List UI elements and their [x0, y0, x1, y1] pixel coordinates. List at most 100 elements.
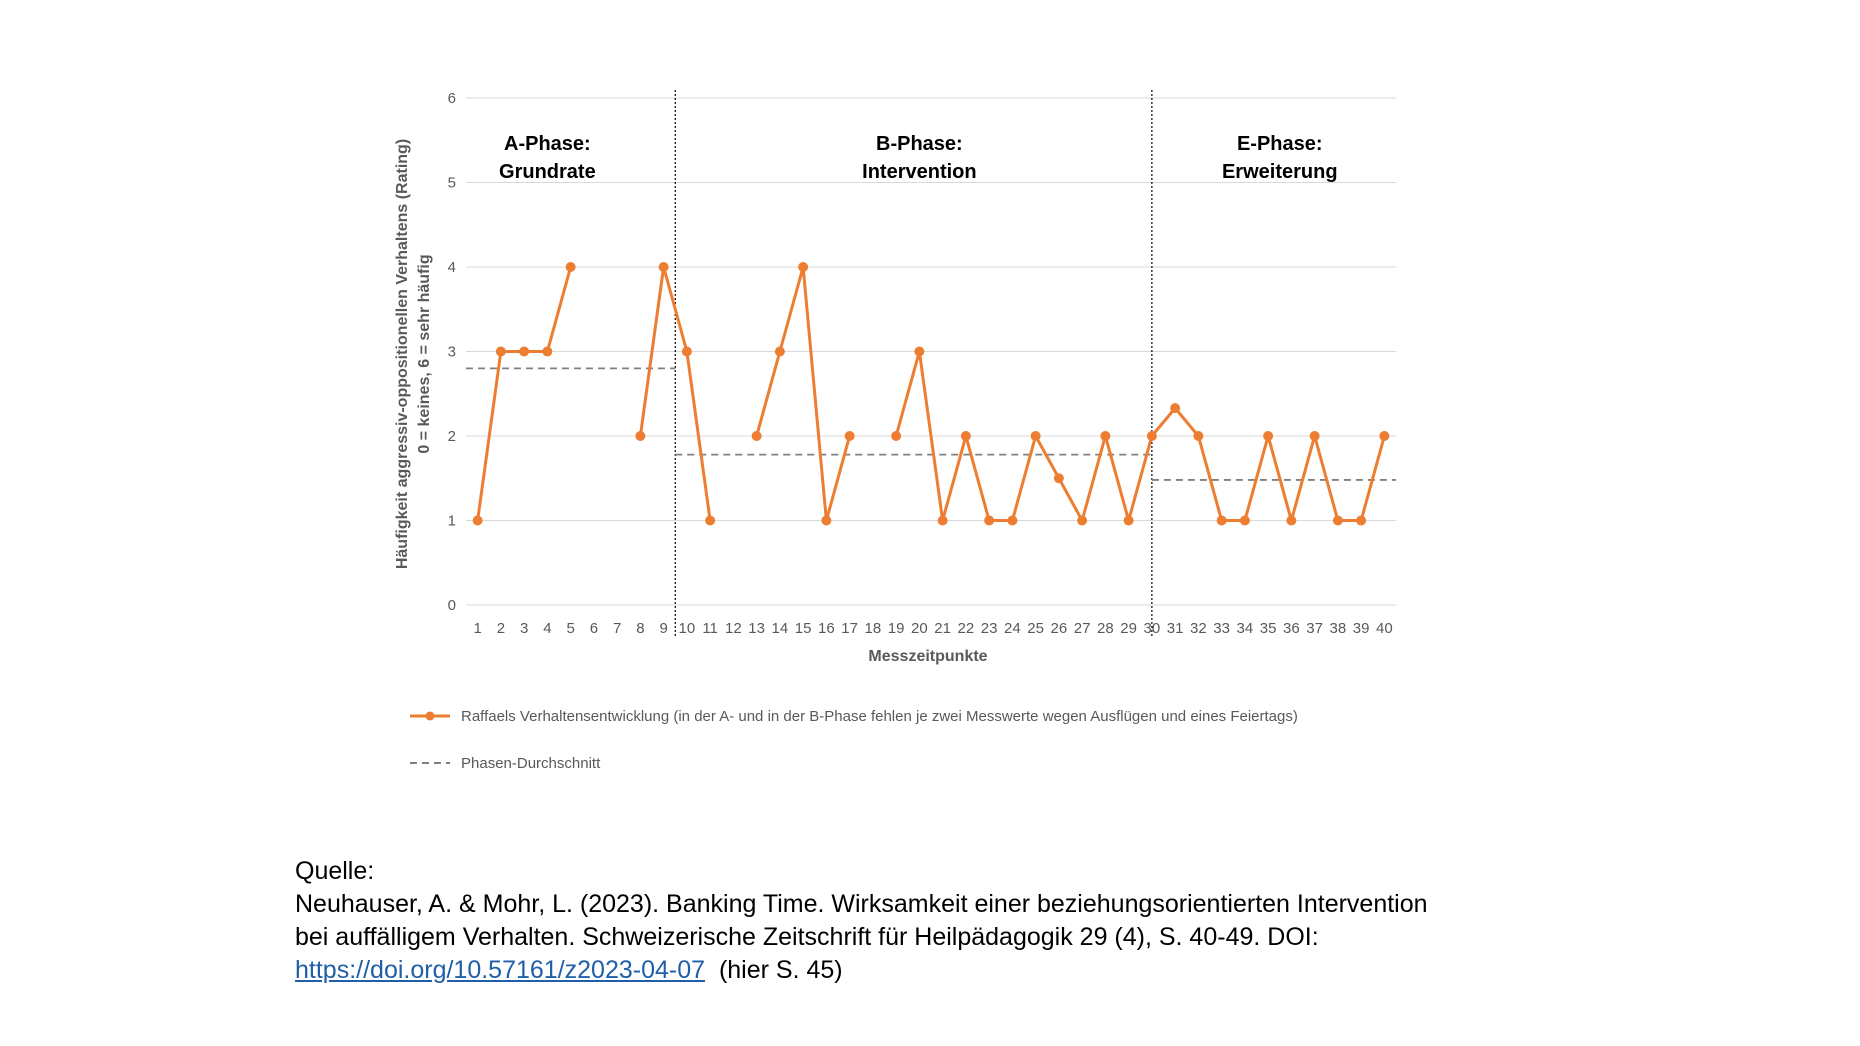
x-tick-label-35: 35	[1260, 620, 1277, 637]
data-point-10	[681, 346, 692, 357]
y-tick-label-0: 0	[448, 597, 456, 614]
series-line-segment-3	[755, 265, 852, 522]
x-tick-label-37: 37	[1306, 620, 1323, 637]
doi-link[interactable]: https://doi.org/10.57161/z2023-04-07	[295, 956, 706, 984]
data-point-21	[937, 515, 948, 526]
legend-label-series: Raffaels Verhaltensentwicklung (in der A…	[461, 708, 1298, 725]
series-line-segment-4	[894, 350, 1386, 522]
x-tick-label-8: 8	[636, 620, 644, 637]
data-point-29	[1123, 515, 1134, 526]
data-point-26	[1053, 473, 1064, 484]
data-point-25	[1030, 431, 1041, 441]
x-tick-label-31: 31	[1167, 620, 1184, 637]
x-tick-label-21: 21	[934, 620, 951, 637]
data-point-38	[1332, 515, 1343, 526]
phase-subtitle-3: Erweiterung	[1222, 161, 1338, 183]
y-tick-label-4: 4	[448, 259, 456, 276]
page-note: (hier S. 45)	[718, 956, 843, 984]
data-point-5	[565, 262, 576, 272]
x-tick-label-13: 13	[748, 620, 765, 637]
data-point-19	[891, 431, 902, 441]
data-point-4	[542, 346, 553, 357]
phase-title-2: B-Phase:	[876, 133, 963, 155]
data-point-40	[1379, 431, 1390, 441]
y-tick-label-6: 6	[448, 90, 456, 107]
phase-subtitle-1: Grundrate	[499, 161, 596, 183]
series-line-segment-1	[476, 266, 573, 521]
phase-title-3: E-Phase:	[1237, 133, 1323, 155]
x-tick-label-7: 7	[613, 620, 621, 637]
x-tick-label-17: 17	[841, 620, 858, 637]
x-tick-label-25: 25	[1027, 620, 1044, 637]
data-point-8	[635, 431, 646, 441]
x-tick-label-34: 34	[1237, 620, 1254, 637]
data-point-23	[984, 515, 995, 526]
data-point-34	[1239, 515, 1250, 526]
y-tick-label-2: 2	[448, 428, 456, 445]
y-axis-title: Häufigkeit aggressiv-oppositionellen Ver…	[394, 139, 411, 569]
data-point-35	[1263, 431, 1274, 441]
x-tick-label-2: 2	[497, 620, 505, 637]
data-point-17	[844, 431, 855, 441]
data-point-15	[798, 262, 809, 272]
x-tick-label-23: 23	[981, 620, 998, 637]
source-citation: Quelle: Neuhauser, A. & Mohr, L. (2023).…	[295, 855, 1595, 987]
x-axis-title: Messzeitpunkte	[868, 648, 987, 665]
x-tick-label-11: 11	[702, 620, 718, 637]
x-tick-label-26: 26	[1051, 620, 1068, 637]
x-tick-label-36: 36	[1283, 620, 1300, 637]
phase-boundaries	[674, 90, 1153, 636]
phase-subtitle-2: Intervention	[862, 161, 976, 183]
x-tick-label-16: 16	[818, 620, 835, 637]
source-label: Quelle:	[295, 857, 375, 885]
behavior-series	[472, 262, 1390, 526]
phase-title-1: A-Phase:	[504, 133, 591, 155]
data-point-39	[1356, 515, 1367, 526]
x-tick-label-19: 19	[888, 620, 905, 637]
data-point-22	[960, 431, 971, 441]
data-point-37	[1309, 431, 1320, 441]
data-point-27	[1077, 515, 1088, 526]
y-tick-label-1: 1	[448, 513, 456, 530]
y-tick-labels: 0 1 2 3 4 5 6	[448, 90, 456, 614]
data-point-36	[1286, 515, 1297, 526]
legend-label-average: Phasen-Durchschnitt	[461, 755, 601, 772]
x-tick-label-39: 39	[1353, 620, 1370, 637]
phase-labels: A-Phase: Grundrate B-Phase: Intervention E-P…	[499, 133, 1338, 183]
x-tick-label-10: 10	[679, 620, 696, 637]
x-tick-label-15: 15	[795, 620, 812, 637]
citation-line-3: https://doi.org/10.57161/z2023-04-07 (hi…	[295, 954, 1595, 987]
data-point-32	[1193, 431, 1204, 441]
x-tick-label-4: 4	[543, 620, 551, 637]
x-tick-label-6: 6	[590, 620, 598, 637]
x-tick-label-12: 12	[725, 620, 742, 637]
data-point-9	[658, 262, 669, 272]
x-tick-label-40: 40	[1376, 620, 1393, 637]
data-point-31	[1170, 403, 1181, 414]
x-tick-label-5: 5	[566, 620, 574, 637]
x-tick-label-1: 1	[473, 620, 481, 637]
data-point-24	[1007, 515, 1018, 526]
data-point-28	[1100, 431, 1111, 441]
x-tick-label-14: 14	[772, 620, 789, 637]
y-axis-subtitle: 0 = keines, 6 = sehr häufig	[416, 254, 433, 453]
legend-marker-series	[425, 711, 435, 721]
citation-line-1: Neuhauser, A. & Mohr, L. (2023). Banking…	[295, 890, 1428, 918]
phase-average-lines	[466, 367, 1396, 481]
y-tick-label-3: 3	[448, 344, 456, 361]
series-line-segment-2	[638, 265, 712, 521]
citation-line-2: bei auffälligem Verhalten. Schweizerisch…	[295, 923, 1319, 951]
x-tick-label-9: 9	[659, 620, 667, 637]
x-tick-label-32: 32	[1190, 620, 1207, 637]
data-point-3	[519, 346, 530, 357]
data-point-16	[821, 515, 832, 526]
x-tick-label-38: 38	[1330, 620, 1347, 637]
y-tick-label-5: 5	[448, 175, 456, 192]
data-point-14	[774, 346, 785, 357]
data-point-20	[914, 346, 925, 357]
x-tick-label-22: 22	[958, 620, 975, 637]
x-tick-label-29: 29	[1120, 620, 1137, 637]
data-point-33	[1216, 515, 1227, 526]
x-tick-label-3: 3	[520, 620, 528, 637]
x-tick-label-28: 28	[1097, 620, 1114, 637]
